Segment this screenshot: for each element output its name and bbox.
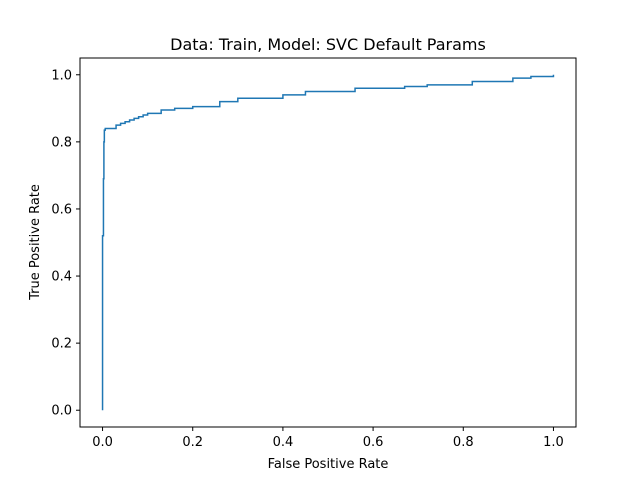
x-tick-label: 0.2 [182, 435, 203, 450]
y-tick-label: 0.8 [51, 135, 72, 150]
chart-title: Data: Train, Model: SVC Default Params [170, 35, 486, 54]
series-layer [101, 74, 555, 411]
y-axis-ticks: 0.0 0.2 0.4 0.6 0.8 1.0 [51, 68, 80, 419]
x-tick-label: 0.6 [363, 435, 384, 450]
x-tick-label: 0.0 [92, 435, 113, 450]
y-tick-label: 0.4 [51, 270, 72, 285]
roc-curve-line [101, 74, 555, 411]
x-axis-label: False Positive Rate [268, 457, 389, 472]
x-tick-label: 0.4 [273, 435, 294, 450]
x-tick-label: 0.8 [453, 435, 474, 450]
y-axis-label: True Positive Rate [28, 184, 43, 301]
y-tick-label: 0.6 [51, 202, 72, 217]
plot-area-frame [79, 57, 577, 428]
y-tick-label: 0.2 [51, 337, 72, 352]
y-tick-label: 0.0 [51, 404, 72, 419]
y-tick-label: 1.0 [51, 68, 72, 83]
x-axis-ticks: 0.0 0.2 0.4 0.6 0.8 1.0 [92, 427, 564, 450]
x-tick-label: 1.0 [543, 435, 564, 450]
